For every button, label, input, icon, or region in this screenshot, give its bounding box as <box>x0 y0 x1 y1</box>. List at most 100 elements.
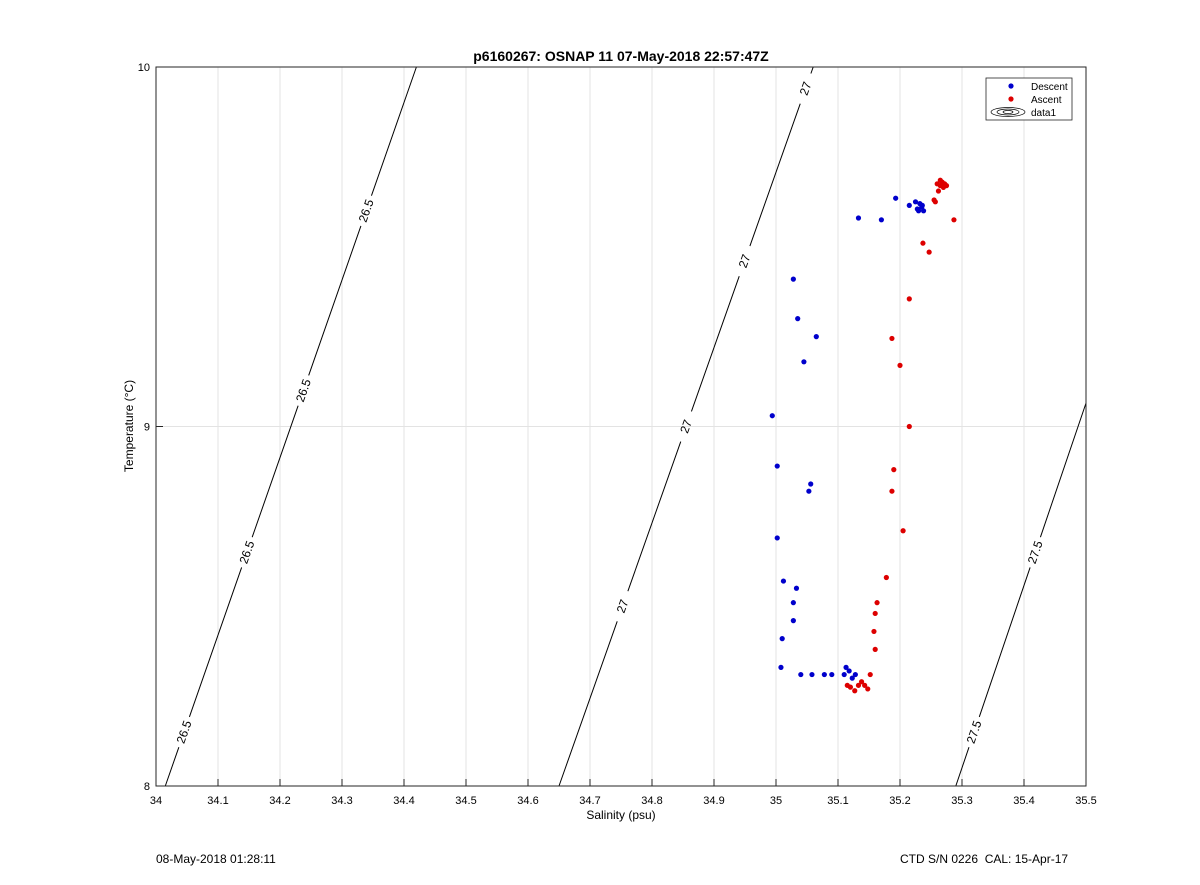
contour-line <box>955 747 970 787</box>
ascent-point <box>852 688 858 694</box>
descent-point <box>912 199 919 205</box>
descent-point <box>790 276 796 282</box>
descent-point <box>774 463 780 469</box>
y-tick-label: 8 <box>144 781 150 793</box>
ascent-point <box>862 682 868 688</box>
legend-descent-label: Descent <box>1031 82 1068 93</box>
descent-point <box>821 671 827 678</box>
y-tick-label: 9 <box>144 422 150 434</box>
contour-line <box>810 66 814 74</box>
descent-point <box>906 202 912 209</box>
x-tick-label: 35 <box>770 795 782 807</box>
x-tick-label: 35.1 <box>827 795 848 807</box>
x-tick-label: 34.6 <box>517 795 538 807</box>
x-axis: 34 34.1 34.2 34.3 34.4 34.5 34.6 34.7 34.8 34.9 35… <box>150 779 1097 807</box>
descent-point <box>806 488 812 494</box>
legend-data1-label: data1 <box>1031 108 1056 119</box>
ascent-point <box>855 682 862 688</box>
x-tick-label: 35.5 <box>1075 795 1096 807</box>
descent-point <box>893 195 899 201</box>
ascent-point <box>883 574 889 581</box>
legend-ascent-marker <box>1008 96 1014 102</box>
contour-line <box>627 441 682 592</box>
ascent-point <box>935 188 942 194</box>
contour-line <box>251 405 299 538</box>
descent-point <box>790 600 796 606</box>
x-tick-label: 34.1 <box>207 795 228 807</box>
contour-line <box>188 567 243 718</box>
x-tick-label: 34.9 <box>703 795 724 807</box>
contour-label: 27 <box>736 252 754 270</box>
descent-point <box>829 671 835 678</box>
y-tick-label: 10 <box>138 62 150 74</box>
x-tick-label: 34.8 <box>641 795 662 807</box>
descent-point <box>846 668 852 674</box>
y-axis-label: Temperature (°C) <box>122 380 136 472</box>
x-tick-label: 34.4 <box>393 795 414 807</box>
descent-point <box>920 208 927 214</box>
descent-point <box>779 636 785 642</box>
legend-ascent-label: Ascent <box>1031 95 1062 106</box>
ascent-point <box>920 240 926 246</box>
descent-point <box>841 671 847 678</box>
descent-point <box>808 481 814 487</box>
footer-instrument: CTD S/N 0226 CAL: 15-Apr-17 <box>900 852 1069 866</box>
ascent-point <box>906 423 912 430</box>
x-tick-label: 35.3 <box>951 795 972 807</box>
contour-label: 27 <box>797 80 815 98</box>
ascent-point <box>871 628 877 635</box>
descent-point <box>878 217 885 223</box>
descent-point <box>809 671 815 678</box>
x-tick-label: 34 <box>150 795 162 807</box>
ascent-point <box>951 217 957 223</box>
descent-point <box>798 671 804 678</box>
contour-line <box>308 225 362 376</box>
descent-point <box>793 585 800 591</box>
ascent-point <box>906 296 912 302</box>
x-tick-label: 34.2 <box>269 795 290 807</box>
contour-line <box>164 747 180 787</box>
contour-label: 27 <box>614 597 632 615</box>
descent-point <box>780 578 787 584</box>
ascent-point <box>858 679 865 685</box>
contour-line <box>978 567 1031 718</box>
contour-label: 27 <box>677 418 695 436</box>
descent-point <box>778 664 784 670</box>
contour-line <box>1039 402 1087 538</box>
descent-point <box>790 618 796 624</box>
descent-point <box>813 334 819 340</box>
legend: Descent Ascent data1 <box>985 77 1073 121</box>
ascent-point <box>872 646 878 652</box>
ascent-point <box>872 610 878 617</box>
ascent-point <box>867 671 873 678</box>
descent-point <box>849 675 855 681</box>
ascent-point <box>934 181 940 187</box>
data-points <box>769 177 957 694</box>
ascent-point <box>943 183 950 189</box>
contour-line <box>749 103 801 247</box>
legend-contour-icon <box>990 107 1026 117</box>
y-axis: 8 9 10 <box>138 62 163 793</box>
descent-point <box>855 215 862 221</box>
descent-point <box>852 671 858 678</box>
descent-point <box>843 664 849 670</box>
x-tick-label: 34.5 <box>455 795 476 807</box>
x-tick-label: 35.2 <box>889 795 910 807</box>
x-tick-label: 34.7 <box>579 795 600 807</box>
x-tick-label: 34.3 <box>331 795 352 807</box>
ascent-point <box>889 488 895 494</box>
chart-title: p6160267: OSNAP 11 07-May-2018 22:57:47Z <box>473 48 769 64</box>
legend-box <box>985 77 1073 121</box>
contour-line <box>370 66 417 196</box>
ascent-point <box>931 197 937 203</box>
descent-point <box>916 208 922 214</box>
footer-timestamp: 08-May-2018 01:28:11 <box>156 852 276 866</box>
ascent-point <box>874 600 880 606</box>
ascent-point <box>889 335 895 342</box>
grid <box>156 67 1086 786</box>
ascent-point <box>897 362 903 368</box>
descent-point <box>795 316 801 322</box>
ascent-point <box>891 467 897 473</box>
x-tick-label: 35.4 <box>1013 795 1034 807</box>
